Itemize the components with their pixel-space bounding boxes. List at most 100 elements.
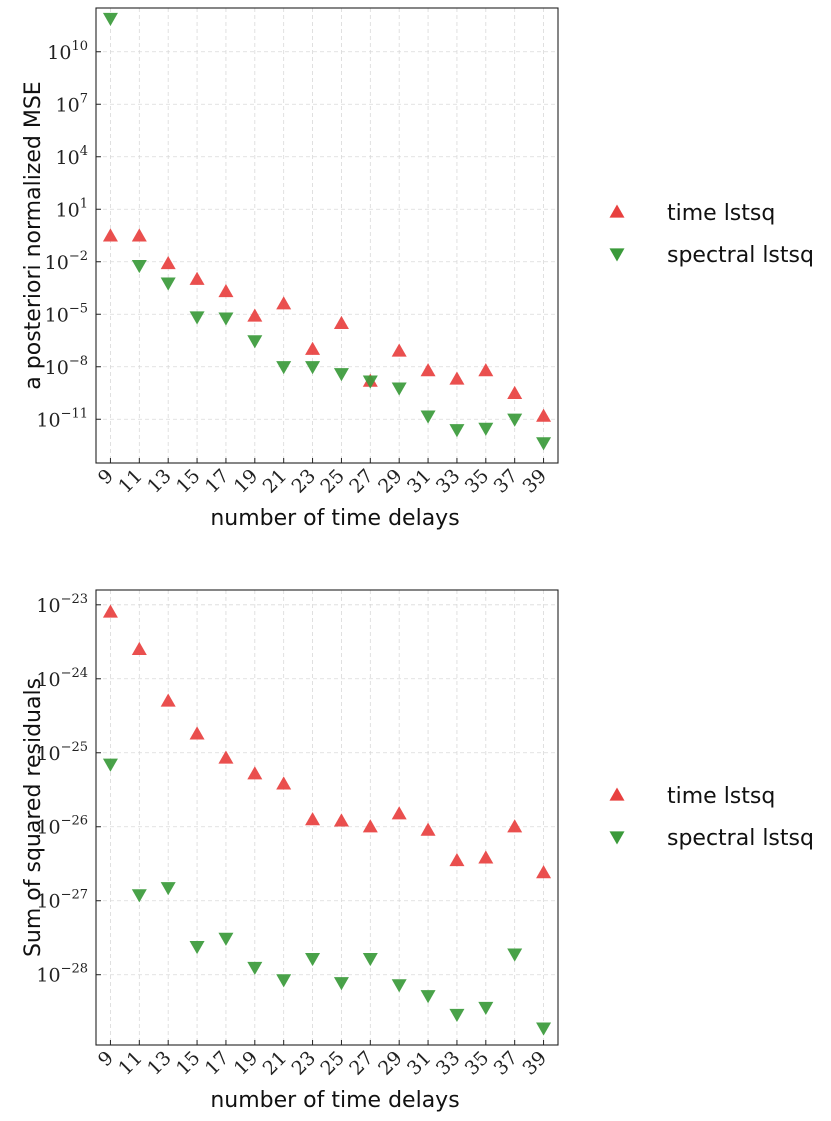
time-lstsq-point: [189, 726, 205, 740]
x-tick-label: 9: [94, 465, 118, 489]
time-lstsq-point: [333, 315, 349, 330]
y-tick-label: 10−28: [36, 962, 88, 987]
x-tick-label: 21: [259, 1047, 292, 1080]
time-lstsq-point: [247, 766, 263, 780]
time-lstsq-point: [305, 812, 321, 826]
spectral-lstsq-point: [189, 311, 205, 325]
spectral-lstsq-point: [276, 974, 292, 988]
y-tick-label: 101: [56, 196, 88, 221]
x-tick-label: 11: [114, 465, 147, 498]
x-tick-label: 13: [143, 465, 176, 498]
time-lstsq-point: [102, 604, 118, 618]
spectral-lstsq-point: [218, 312, 234, 326]
x-tick-label: 39: [518, 1047, 551, 1080]
spectral-lstsq-point: [420, 990, 436, 1004]
spectral-lstsq-point: [218, 932, 234, 946]
time-lstsq-point: [160, 255, 176, 270]
y-tick-label: 107: [56, 91, 88, 116]
legend-marker-spectral-lstsq: [609, 248, 625, 262]
x-tick-label: 9: [94, 1047, 118, 1071]
x-tick-label: 19: [230, 1047, 263, 1080]
time-lstsq-point: [131, 228, 147, 242]
time-lstsq-point: [507, 819, 523, 833]
x-tick-label: 21: [259, 465, 292, 498]
y-tick-label: 10−24: [36, 666, 88, 691]
spectral-lstsq-point: [449, 1008, 465, 1022]
panel-residuals: 10−28 10−27 10−26 10−25 10−24 10−23 9111315171…: [21, 589, 814, 1113]
spectral-lstsq-point: [131, 889, 147, 903]
legend-marker-spectral-lstsq: [609, 831, 625, 845]
time-lstsq-point: [276, 296, 292, 310]
y-tick-label: 10−26: [36, 814, 88, 839]
x-tick-label: 33: [432, 1047, 465, 1080]
y-tick-label: 1010: [47, 39, 88, 64]
spectral-lstsq-point: [391, 979, 407, 993]
x-tick-label: 23: [287, 1047, 320, 1080]
spectral-lstsq-point: [449, 424, 465, 438]
x-tick-label: 35: [461, 465, 494, 498]
time-lstsq-point: [218, 283, 234, 298]
spectral-lstsq-point: [478, 1001, 494, 1016]
time-lstsq-point: [536, 865, 552, 879]
spectral-lstsq-point: [305, 953, 321, 967]
time-lstsq-point: [131, 641, 147, 655]
x-tick-label: 33: [432, 465, 465, 498]
legend-label: spectral lstsq: [667, 826, 814, 851]
x-tick-label: 25: [316, 465, 349, 498]
time-lstsq-point: [449, 852, 465, 867]
x-tick-label: 11: [114, 1047, 147, 1080]
time-lstsq-point: [391, 806, 407, 820]
x-axis-label: number of time delays: [210, 506, 459, 531]
spectral-lstsq-point: [420, 410, 436, 424]
x-tick-label: 13: [143, 1047, 176, 1080]
x-tick-label: 31: [403, 465, 436, 498]
time-lstsq-point: [420, 822, 436, 836]
time-lstsq-point: [276, 776, 292, 790]
x-tick-label: 17: [201, 465, 234, 498]
x-tick-label: 35: [461, 1047, 494, 1080]
time-lstsq-point: [478, 363, 494, 377]
x-axis-label: number of time delays: [210, 1088, 459, 1113]
legend-marker-time-lstsq: [609, 204, 625, 218]
time-lstsq-point: [247, 308, 263, 322]
y-axis-label: a posteriori normalized MSE: [21, 81, 46, 389]
time-lstsq-point: [305, 341, 321, 355]
x-tick-label: 15: [172, 465, 205, 498]
time-lstsq-point: [507, 385, 523, 400]
time-lstsq-point: [333, 813, 349, 827]
y-axis-label: Sum of squared residuals: [21, 678, 46, 957]
spectral-lstsq-point: [507, 413, 523, 427]
spectral-lstsq-point: [333, 368, 349, 382]
legend-marker-time-lstsq: [609, 787, 625, 801]
y-tick-label: 10−8: [45, 354, 88, 379]
time-lstsq-point: [449, 371, 465, 385]
time-lstsq-point: [189, 271, 205, 285]
time-lstsq-point: [478, 850, 494, 864]
time-lstsq-point: [420, 363, 436, 377]
time-lstsq-point: [160, 693, 176, 707]
x-tick-label: 15: [172, 1047, 205, 1080]
spectral-lstsq-point: [276, 361, 292, 375]
spectral-lstsq-point: [102, 12, 118, 26]
spectral-lstsq-point: [362, 375, 378, 389]
spectral-lstsq-point: [160, 277, 176, 291]
y-tick-label: 10−11: [36, 406, 88, 431]
spectral-lstsq-point: [536, 437, 552, 451]
spectral-lstsq-point: [507, 948, 523, 962]
spectral-lstsq-point: [160, 882, 176, 896]
spectral-lstsq-point: [131, 260, 147, 274]
spectral-lstsq-point: [478, 422, 494, 436]
spectral-lstsq-point: [102, 758, 118, 772]
y-tick-label: 10−23: [36, 592, 88, 617]
x-tick-label: 37: [490, 465, 523, 498]
spectral-lstsq-point: [189, 940, 205, 955]
legend-label: spectral lstsq: [667, 243, 814, 268]
time-lstsq-point: [362, 819, 378, 833]
x-tick-label: 27: [345, 465, 378, 498]
legend-label: time lstsq: [667, 201, 775, 226]
time-lstsq-point: [102, 228, 118, 242]
x-tick-label: 23: [287, 465, 320, 498]
panel-mse: 10−11 10−8 10−5 10−2 101 104 107 1010 9111315171…: [21, 7, 814, 531]
plot-frame: [95, 589, 559, 1046]
